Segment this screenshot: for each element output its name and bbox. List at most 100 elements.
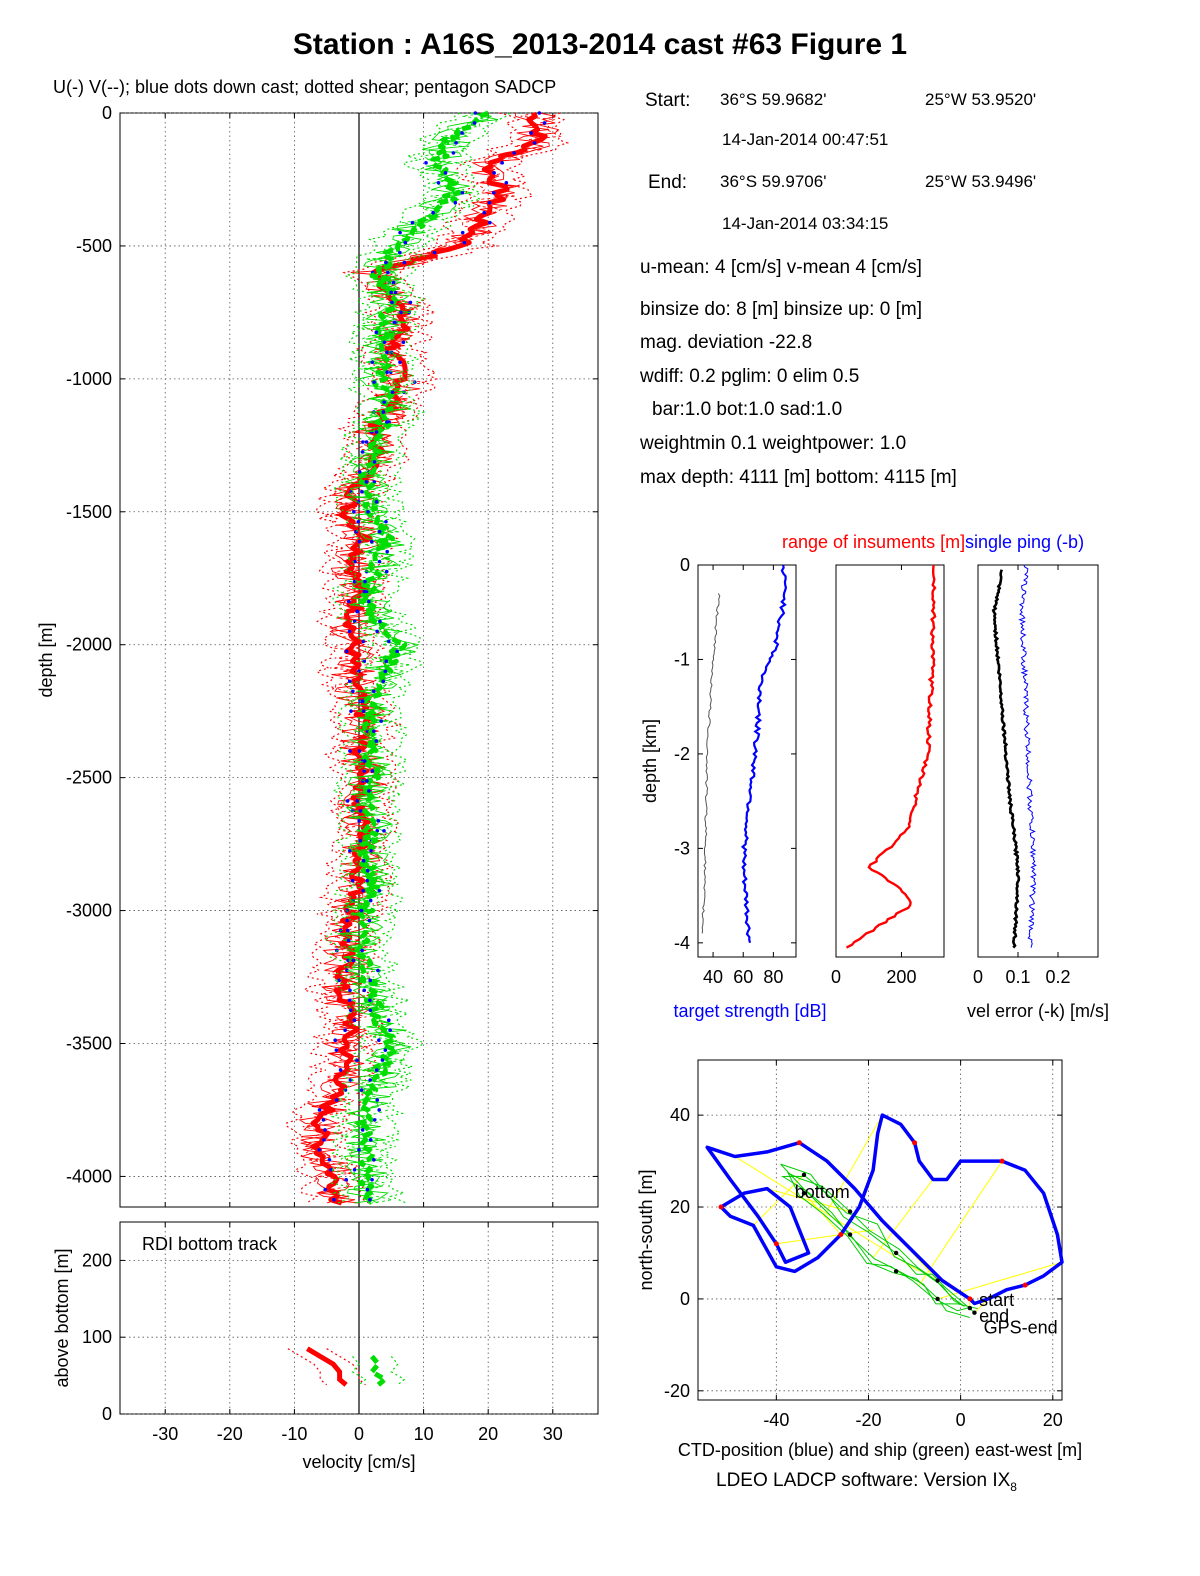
- downcast-dot: [361, 888, 365, 893]
- downcast-dot: [398, 250, 402, 255]
- downcast-dot: [333, 1038, 337, 1042]
- y-tick-label: -3500: [66, 1033, 112, 1053]
- downcast-dot: [368, 998, 372, 1003]
- y-tick-label: -2500: [66, 768, 112, 788]
- downcast-dot: [360, 490, 364, 494]
- series-V-shear: [324, 112, 460, 1204]
- downcast-dot: [362, 759, 367, 763]
- downcast-dot: [375, 1098, 380, 1102]
- downcast-dot: [395, 649, 399, 654]
- downcast-dot: [384, 569, 389, 574]
- downcast-dot: [491, 190, 496, 195]
- downcast-dot: [366, 509, 370, 514]
- x-tick-label: 30: [543, 1424, 563, 1444]
- downcast-dot: [377, 559, 382, 564]
- ship-marker: [847, 1209, 853, 1214]
- y-tick-label: -1500: [66, 502, 112, 522]
- downcast-dot: [398, 230, 402, 235]
- downcast-dot: [431, 210, 435, 215]
- downcast-dot: [370, 769, 375, 773]
- series-k-line: [991, 569, 1021, 949]
- downcast-dot: [367, 918, 372, 923]
- x-axis-label: vel error (-k) [m/s]: [967, 1001, 1109, 1021]
- downcast-dot: [402, 260, 407, 265]
- x-axis-label: CTD-position (blue) and ship (green) eas…: [678, 1440, 1082, 1460]
- downcast-dot: [348, 749, 352, 753]
- y-tick-label: 0: [680, 555, 690, 575]
- downcast-dot: [389, 370, 393, 375]
- ctd-marker: [718, 1204, 724, 1210]
- axes-vel_error: 0 0.1 0.2 single ping (-b) vel error (-k) [m…: [965, 532, 1109, 1021]
- downcast-dot: [454, 141, 458, 145]
- series-ctd-line: [705, 1113, 1064, 1306]
- downcast-dot: [365, 779, 369, 783]
- y-tick-label: -500: [76, 236, 112, 256]
- downcast-dot: [348, 848, 352, 853]
- downcast-dot: [359, 1088, 364, 1092]
- x-tick-label: 20: [478, 1424, 498, 1444]
- downcast-dot: [357, 1148, 361, 1152]
- downcast-dot: [361, 858, 366, 863]
- downcast-dot: [368, 1078, 372, 1082]
- y-tick-label: -3: [674, 838, 690, 858]
- x-tick-label: 80: [763, 967, 783, 987]
- ctd-marker: [773, 1241, 779, 1247]
- downcast-dot: [359, 908, 364, 913]
- weight-text: weightmin 0.1 weightpower: 1.0: [640, 433, 907, 454]
- downcast-dot: [348, 988, 352, 993]
- series-V-shear: [378, 112, 511, 1204]
- downcast-dot: [384, 519, 388, 524]
- downcast-dot: [374, 330, 379, 335]
- downcast-dot: [537, 111, 542, 115]
- downcast-dot: [398, 360, 402, 365]
- downcast-dot: [364, 480, 369, 484]
- ctd-marker: [912, 1140, 918, 1146]
- annotation-end: end: [979, 1306, 1009, 1326]
- downcast-dot: [364, 440, 369, 444]
- downcast-dot: [381, 410, 386, 414]
- downcast-dot: [361, 440, 365, 444]
- range-annotation: range of insuments [m]: [782, 532, 965, 552]
- axes-bottom_track: -30 -20 -10 0 10 20 30 0 100 200 RDI bottom track v…: [52, 1221, 599, 1472]
- vel-error-annotation: single ping (-b): [965, 532, 1084, 552]
- downcast-dot: [379, 719, 383, 723]
- downcast-dot: [355, 799, 359, 803]
- downcast-dot: [374, 500, 379, 504]
- downcast-dot: [390, 300, 394, 305]
- y-tick-label: 0: [680, 1289, 690, 1309]
- series-U-shear: [287, 1348, 328, 1386]
- downcast-dot: [401, 340, 406, 345]
- downcast-dot: [317, 1108, 322, 1112]
- downcast-dot: [385, 350, 389, 355]
- series-noise-line: [701, 593, 721, 934]
- downcast-dot: [369, 848, 373, 853]
- ctd-marker: [999, 1158, 1005, 1164]
- downcast-dot: [346, 938, 351, 943]
- downcast-dot: [358, 838, 363, 843]
- downcast-dot: [377, 888, 382, 893]
- downcast-dot: [327, 1158, 332, 1162]
- binsize-text: binsize do: 8 [m] binsize up: 0 [m]: [640, 299, 922, 320]
- downcast-dot: [351, 689, 355, 694]
- downcast-dot: [424, 161, 428, 165]
- link-line: [766, 1188, 851, 1213]
- x-tick-label: 0: [831, 967, 841, 987]
- x-tick-label: -20: [217, 1424, 243, 1444]
- downcast-dot: [432, 250, 437, 255]
- downcast-dot: [451, 151, 456, 155]
- downcast-dot: [352, 1167, 357, 1172]
- x-tick-label: -20: [855, 1410, 881, 1430]
- y-tick-label: 0: [102, 1404, 112, 1424]
- downcast-dot: [389, 290, 393, 295]
- start-lat: 36°S 59.9682': [720, 90, 827, 109]
- downcast-dot: [492, 171, 496, 175]
- downcast-dot: [365, 1187, 370, 1192]
- x-tick-label: 200: [886, 967, 916, 987]
- x-tick-label: -40: [763, 1410, 789, 1430]
- downcast-dot: [460, 230, 465, 235]
- downcast-dot: [360, 1128, 365, 1132]
- downcast-dot: [371, 689, 376, 694]
- downcast-dot: [377, 529, 382, 534]
- downcast-dot: [472, 121, 477, 125]
